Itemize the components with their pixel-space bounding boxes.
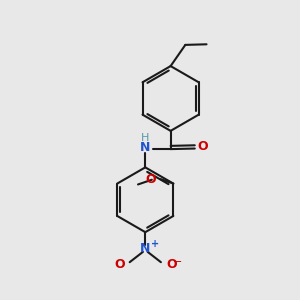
Text: O: O — [198, 140, 208, 153]
Text: −: − — [173, 256, 183, 267]
Text: H: H — [141, 133, 149, 142]
Text: N: N — [140, 141, 151, 154]
Text: +: + — [151, 239, 159, 249]
Text: O: O — [166, 258, 176, 271]
Text: N: N — [140, 242, 151, 255]
Text: O: O — [145, 172, 156, 186]
Text: O: O — [114, 258, 125, 271]
